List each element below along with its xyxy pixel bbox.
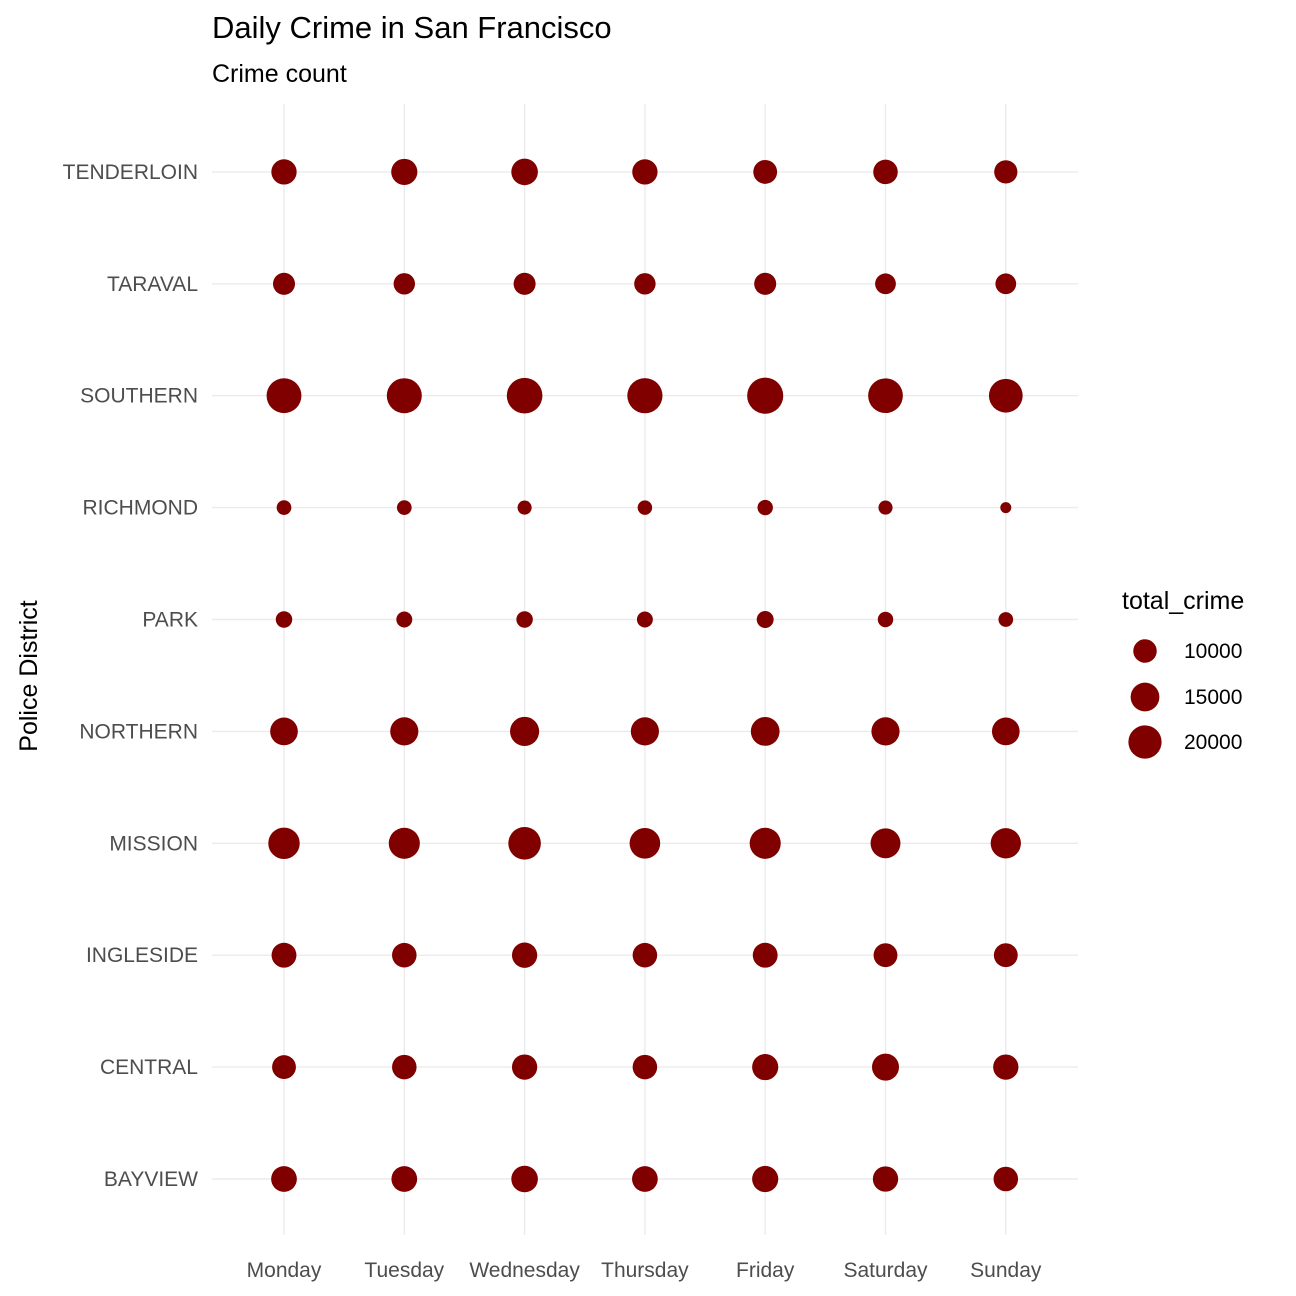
data-point bbox=[878, 500, 893, 515]
data-point bbox=[634, 273, 656, 295]
x-tick-label: Wednesday bbox=[469, 1259, 580, 1282]
data-point bbox=[877, 611, 894, 628]
y-tick-label: MISSION bbox=[109, 832, 198, 855]
data-point bbox=[753, 159, 778, 184]
data-point bbox=[275, 611, 293, 628]
data-point bbox=[871, 717, 900, 746]
data-point bbox=[1000, 502, 1012, 514]
x-tick-label: Friday bbox=[736, 1259, 795, 1282]
data-point bbox=[994, 160, 1018, 184]
data-point bbox=[747, 377, 784, 414]
data-point bbox=[988, 378, 1023, 413]
data-point bbox=[754, 272, 777, 295]
data-point bbox=[271, 159, 297, 185]
y-tick-label: SOUTHERN bbox=[80, 385, 198, 408]
y-axis-title: Police District bbox=[15, 600, 43, 751]
data-point bbox=[756, 611, 774, 628]
data-point bbox=[393, 273, 416, 295]
data-point bbox=[388, 827, 420, 859]
data-point bbox=[752, 1165, 779, 1193]
y-tick-label: INGLESIDE bbox=[86, 944, 198, 967]
data-point bbox=[752, 942, 778, 968]
data-point bbox=[270, 717, 298, 746]
data-point bbox=[276, 500, 292, 515]
data-point bbox=[517, 500, 532, 515]
data-point bbox=[991, 717, 1020, 746]
y-tick-label: TARAVAL bbox=[107, 273, 198, 296]
data-point bbox=[637, 500, 653, 515]
x-tick-label: Sunday bbox=[970, 1259, 1042, 1282]
y-tick-label: BAYVIEW bbox=[104, 1168, 198, 1191]
data-point bbox=[271, 1166, 297, 1192]
data-point bbox=[868, 378, 903, 414]
data-point bbox=[510, 716, 540, 746]
data-point bbox=[392, 942, 417, 968]
data-point bbox=[386, 378, 422, 414]
chart-title: Daily Crime in San Francisco bbox=[212, 10, 612, 45]
data-point bbox=[757, 499, 773, 516]
data-point bbox=[391, 1166, 418, 1192]
data-point bbox=[993, 943, 1018, 968]
data-point bbox=[272, 272, 296, 295]
data-point bbox=[993, 1166, 1019, 1192]
data-point bbox=[632, 1166, 658, 1192]
data-point bbox=[632, 942, 658, 968]
y-tick-label: TENDERLOIN bbox=[63, 161, 198, 184]
data-point bbox=[875, 273, 896, 295]
data-point bbox=[511, 1054, 538, 1080]
data-point bbox=[396, 611, 413, 628]
data-point bbox=[629, 827, 661, 859]
legend-key bbox=[1133, 639, 1157, 663]
data-point bbox=[516, 611, 533, 628]
y-tick-label: PARK bbox=[142, 609, 198, 632]
data-point bbox=[271, 942, 297, 968]
data-point bbox=[749, 827, 781, 859]
data-point bbox=[391, 158, 418, 185]
data-point bbox=[508, 827, 541, 860]
data-point bbox=[990, 828, 1021, 859]
data-point bbox=[870, 828, 901, 859]
data-point bbox=[392, 1054, 417, 1080]
data-point bbox=[272, 1055, 296, 1080]
data-point bbox=[873, 159, 898, 185]
data-point bbox=[993, 1054, 1019, 1080]
data-point bbox=[872, 1053, 899, 1081]
data-point bbox=[627, 378, 663, 414]
y-tick-label: RICHMOND bbox=[83, 497, 199, 520]
legend-key bbox=[1130, 682, 1160, 712]
data-point bbox=[266, 378, 302, 414]
legend-title: total_crime bbox=[1122, 587, 1244, 615]
data-point bbox=[396, 500, 412, 515]
x-tick-label: Monday bbox=[247, 1259, 322, 1282]
x-tick-label: Saturday bbox=[843, 1259, 928, 1282]
data-point bbox=[750, 717, 780, 746]
legend-label: 10000 bbox=[1184, 640, 1242, 663]
data-point bbox=[636, 611, 653, 628]
chart-subtitle: Crime count bbox=[212, 60, 347, 88]
data-point bbox=[873, 943, 898, 968]
x-tick-label: Thursday bbox=[601, 1259, 689, 1282]
data-point bbox=[995, 273, 1017, 295]
data-point bbox=[752, 1054, 779, 1081]
data-point bbox=[390, 717, 419, 746]
data-point bbox=[998, 612, 1014, 627]
data-point bbox=[511, 942, 538, 968]
data-point bbox=[872, 1166, 899, 1192]
data-point bbox=[268, 827, 300, 860]
legend-label: 20000 bbox=[1184, 731, 1242, 754]
legend-label: 15000 bbox=[1184, 686, 1242, 709]
data-point bbox=[511, 1165, 538, 1193]
legend-key bbox=[1128, 725, 1162, 759]
data-point bbox=[630, 717, 660, 746]
data-point bbox=[511, 158, 538, 186]
data-point bbox=[632, 1054, 658, 1080]
y-tick-label: NORTHERN bbox=[79, 720, 198, 743]
data-point bbox=[632, 159, 658, 185]
y-tick-label: CENTRAL bbox=[100, 1056, 198, 1079]
data-point bbox=[513, 272, 536, 295]
x-tick-label: Tuesday bbox=[364, 1259, 444, 1282]
data-point bbox=[506, 377, 543, 414]
